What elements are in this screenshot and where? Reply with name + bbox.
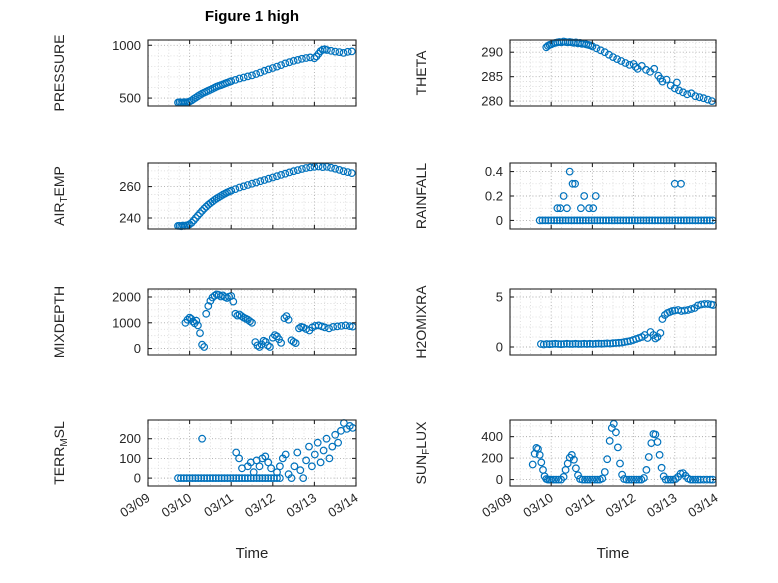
chart-canvas-theta: 280 285 290 THETA [413, 37, 717, 109]
svg-text:1000: 1000 [112, 315, 141, 330]
subplot-sun_flux: 0 200 400 SUNFLUX 03/09 03/10 03/11 03/12 03/13 0… [388, 413, 721, 583]
scatter-points [542, 37, 716, 105]
svg-text:285: 285 [481, 69, 503, 84]
y-axis-label: THETA [413, 50, 429, 96]
svg-text:280: 280 [481, 94, 503, 109]
svg-text:03/09: 03/09 [479, 490, 514, 520]
y-axis-label: TERRMSL [51, 421, 70, 485]
svg-text:200: 200 [119, 431, 141, 446]
svg-text:5: 5 [496, 290, 503, 305]
svg-text:03/12: 03/12 [242, 490, 277, 520]
y-axis-label: AIRTEMP [51, 166, 70, 226]
minor-grid [510, 40, 716, 106]
axes-box [147, 162, 357, 230]
scatter-points [535, 167, 717, 225]
y-axis-label: SUNFLUX [413, 421, 432, 485]
minor-grid [148, 289, 356, 355]
scatter-points [174, 45, 356, 107]
axes-box [147, 288, 357, 356]
axes-box [147, 419, 357, 487]
axes-box [509, 288, 717, 356]
svg-text:03/12: 03/12 [603, 490, 638, 520]
subplot-air_temp: 240 260 AIRTEMP [26, 156, 358, 236]
svg-text:03/13: 03/13 [284, 490, 319, 520]
chart-canvas-mixdepth: 0 1000 2000 MIXDEPTH [51, 286, 357, 358]
y-tick-labels: 240 260 [119, 179, 141, 225]
axes-box [509, 39, 717, 107]
major-grid [148, 40, 356, 106]
scatter-points [528, 419, 717, 484]
svg-text:03/13: 03/13 [644, 490, 679, 520]
svg-text:0: 0 [496, 472, 503, 487]
scatter-points [536, 300, 718, 349]
chart-canvas-air_temp: 240 260 AIRTEMP [51, 162, 357, 231]
svg-text:1000: 1000 [112, 38, 141, 53]
y-tick-labels: 500 1000 [112, 38, 141, 106]
svg-text:03/11: 03/11 [201, 490, 236, 520]
svg-text:290: 290 [481, 45, 503, 60]
svg-text:03/14: 03/14 [685, 490, 720, 520]
y-axis-label: MIXDEPTH [51, 286, 67, 358]
minor-grid [148, 40, 356, 106]
axes-box [509, 162, 717, 230]
svg-text:03/11: 03/11 [562, 490, 597, 520]
svg-text:0: 0 [496, 213, 503, 228]
subplot-h2omixra: 0 5 H2OMIXRA [388, 282, 720, 362]
subplot-mixdepth: 0 1000 2000 MIXDEPTH [26, 282, 358, 362]
y-tick-labels: 280 285 290 [481, 45, 503, 109]
axes-box [147, 39, 357, 107]
scatter-points [181, 290, 357, 351]
svg-text:200: 200 [481, 451, 503, 466]
x-tick-labels: 03/09 03/10 03/11 03/12 03/13 03/14 [117, 490, 360, 520]
svg-text:400: 400 [481, 429, 503, 444]
svg-text:0.2: 0.2 [485, 189, 503, 204]
major-grid [148, 163, 356, 229]
y-axis-label: H2OMIXRA [413, 285, 429, 359]
x-tick-labels: 03/09 03/10 03/11 03/12 03/13 03/14 [479, 490, 720, 520]
scatter-points [174, 419, 357, 482]
svg-text:0: 0 [134, 341, 141, 356]
subplot-theta: 280 285 290 THETA [388, 33, 720, 113]
y-tick-labels: 0 100 200 [119, 431, 141, 485]
svg-text:2000: 2000 [112, 289, 141, 304]
svg-text:03/10: 03/10 [520, 490, 555, 520]
subplot-rainfall: 0 0.2 0.4 RAINFALL [388, 156, 720, 236]
svg-text:03/14: 03/14 [325, 490, 360, 520]
svg-text:260: 260 [119, 179, 141, 194]
y-tick-labels: 05 [496, 290, 503, 355]
y-tick-labels: 0 1000 2000 [112, 289, 141, 356]
minor-grid [148, 163, 356, 229]
axes-box [509, 419, 717, 487]
svg-text:0: 0 [496, 340, 503, 355]
chart-canvas-pressure: 500 1000 PRESSURE [51, 34, 357, 112]
y-tick-labels: 0 0.2 0.4 [485, 164, 503, 228]
svg-text:100: 100 [119, 451, 141, 466]
chart-canvas-rainfall: 0 0.2 0.4 RAINFALL [413, 162, 717, 230]
svg-text:0: 0 [134, 471, 141, 486]
svg-text:240: 240 [119, 211, 141, 226]
scatter-points [174, 162, 356, 231]
major-grid [510, 40, 716, 106]
x-axis-label: Time [597, 545, 630, 562]
subplot-terr_msl: 0 100 200 TERRMSL 03/09 03/10 03/11 03/12 03/13 0… [26, 413, 361, 583]
subplot-pressure: 500 1000 PRESSURE [26, 33, 358, 113]
y-axis-label: PRESSURE [51, 34, 67, 111]
svg-text:500: 500 [119, 91, 141, 106]
svg-text:0.4: 0.4 [485, 164, 503, 179]
x-axis-label: Time [236, 545, 269, 562]
y-axis-label: RAINFALL [413, 163, 429, 229]
y-tick-labels: 0 200 400 [481, 429, 503, 487]
svg-text:03/09: 03/09 [117, 490, 152, 520]
svg-text:03/10: 03/10 [159, 490, 194, 520]
figure-title: Figure 1 high [204, 8, 300, 25]
